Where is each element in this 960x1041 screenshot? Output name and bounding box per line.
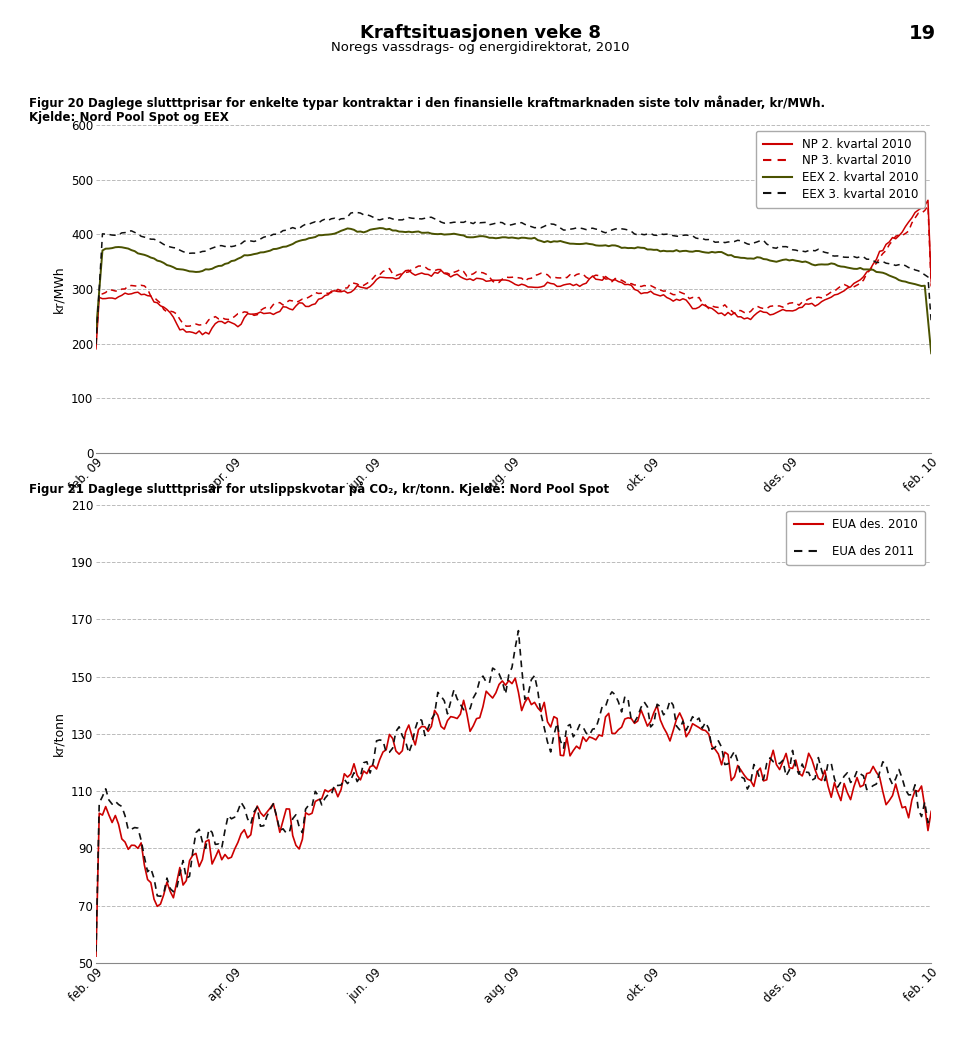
Text: Noregs vassdrags- og energidirektorat, 2010: Noregs vassdrags- og energidirektorat, 2… [331, 41, 629, 53]
Text: Kjelde: Nord Pool Spot og EEX: Kjelde: Nord Pool Spot og EEX [29, 111, 228, 124]
Legend: EUA des. 2010, EUA des 2011: EUA des. 2010, EUA des 2011 [786, 511, 925, 565]
Text: 19: 19 [909, 24, 936, 43]
Text: Figur 21 Daglege slutttprisar for utslippskvotar på CO₂, kr/tonn. Kjelde: Nord P: Figur 21 Daglege slutttprisar for utslip… [29, 481, 609, 496]
Legend: NP 2. kvartal 2010, NP 3. kvartal 2010, EEX 2. kvartal 2010, EEX 3. kvartal 2010: NP 2. kvartal 2010, NP 3. kvartal 2010, … [756, 131, 925, 207]
Text: Kraftsituasjonen veke 8: Kraftsituasjonen veke 8 [359, 24, 601, 42]
Y-axis label: kr/MWh: kr/MWh [53, 265, 65, 312]
Y-axis label: kr/tonn: kr/tonn [52, 711, 65, 757]
Text: Figur 20 Daglege slutttprisar for enkelte typar kontraktar i den finansielle kra: Figur 20 Daglege slutttprisar for enkelt… [29, 96, 825, 110]
